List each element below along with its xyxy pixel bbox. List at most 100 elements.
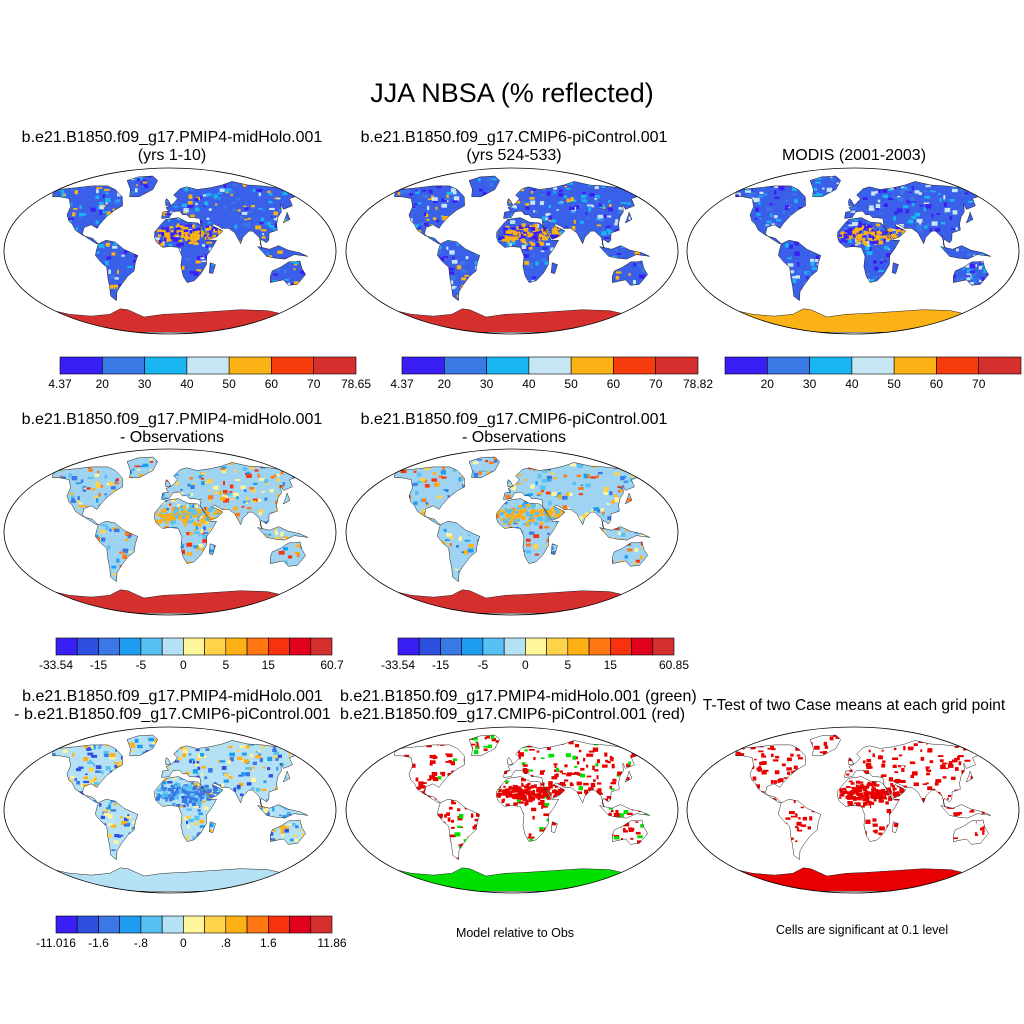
land-antarctica (41, 588, 294, 614)
colorbar-swatch (228, 356, 272, 375)
colorbar-swatch (161, 637, 184, 656)
colorbar-swatch (204, 915, 227, 934)
map-frame (3, 726, 337, 894)
panel-1-title-line2: (yrs 1-10) (137, 147, 207, 164)
panel-4-title: b.e21.B1850.f09_g17.PMIP4-midHolo.001 - … (2, 411, 342, 447)
map-frame (686, 167, 1020, 335)
colorbar-swatch (144, 356, 188, 375)
land-madagascar (551, 262, 558, 274)
colorbar-swatch (655, 356, 699, 375)
colorbar-swatch (204, 637, 227, 656)
map-svg (345, 167, 679, 335)
panel-3-title: MODIS (2001-2003) (684, 147, 1024, 165)
colorbar-tick-label: 70 (307, 377, 321, 391)
colorbar-swatch (461, 637, 484, 656)
colorbar-case-difference: -11.016 -1.6 -.8 0 .8 1.6 11.86 (36, 915, 352, 956)
map-svg (3, 726, 337, 894)
colorbar-tick-label: 30 (138, 377, 152, 391)
colorbar-tick-label: 4.37 (48, 377, 72, 391)
land-antarctica (41, 307, 294, 333)
colorbar-tick-label: 60 (265, 377, 279, 391)
colorbar-tick-label: -1.6 (88, 936, 109, 950)
main-title: JJA NBSA (% reflected) (370, 78, 654, 108)
land-samerica (95, 521, 138, 582)
colorbar-tick-label: 40 (845, 377, 859, 391)
colorbar-swatch (246, 915, 269, 934)
colorbar-tick-label: 1.6 (260, 936, 277, 950)
colorbar-swatch (809, 356, 853, 375)
land-eurasia (844, 181, 980, 249)
panel-5-title-line2: - Observations (461, 429, 567, 446)
colorbar-swatch (98, 915, 121, 934)
colorbar-swatch (289, 637, 312, 656)
panel-6-title-line2: - b.e21.B1850.f09_g17.CMIP6-piControl.00… (14, 706, 331, 723)
map-frame (345, 726, 679, 894)
land-antarctica (724, 307, 977, 333)
land-samerica (95, 240, 138, 301)
colorbar-swatch (525, 637, 547, 656)
land-greenland (469, 176, 500, 197)
colorbar-swatch (567, 637, 590, 656)
colorbar-swatch (140, 637, 163, 656)
colorbar-tick-label: 20 (96, 377, 110, 391)
colorbar-swatch (893, 356, 937, 375)
colorbar-swatch (55, 637, 78, 656)
land-indonesia (940, 804, 991, 819)
panel-7-title: b.e21.B1850.f09_g17.PMIP4-midHolo.001 (g… (340, 688, 697, 724)
panel-8-title: T-Test of two Case means at each grid po… (684, 697, 1024, 715)
colorbar-svg: -33.54 -15 -5 0 5 15 60.7 (39, 637, 344, 672)
map-panel-midholo (3, 167, 337, 335)
map-panel-modis (686, 167, 1020, 335)
land-antarctica (383, 866, 636, 892)
map-frame (345, 448, 679, 616)
land-namerica (394, 744, 465, 803)
colorbar-swatch (225, 637, 248, 656)
land-uk (165, 757, 171, 765)
map-frame (3, 448, 337, 616)
colorbar-swatch (59, 356, 103, 375)
panel-2-title-line1: b.e21.B1850.f09_g17.CMIP6-piControl.001 (360, 129, 668, 146)
colorbar-modis: 20 30 40 50 60 70 (705, 356, 1024, 397)
colorbar-swatch (271, 356, 314, 375)
colorbar-tick-label: .8 (221, 936, 231, 950)
land-namerica (735, 744, 806, 803)
panel-2-title-line2: (yrs 524-533) (466, 147, 562, 164)
land-australia (270, 260, 306, 286)
colorbar-tick-label: 70 (972, 377, 986, 391)
land-madagascar (892, 262, 899, 274)
panel-7-title-line1: b.e21.B1850.f09_g17.PMIP4-midHolo.001 (g… (340, 688, 697, 705)
map-panel-case-difference (3, 726, 337, 894)
land-indonesia (599, 245, 650, 260)
colorbar-swatch (503, 637, 526, 656)
colorbar-tick-label: -15 (90, 658, 108, 672)
colorbar-swatch (310, 637, 333, 656)
colorbar-tick-label: 0 (180, 936, 187, 950)
colorbar-tick-label: 70 (649, 377, 663, 391)
colorbar-tick-label: 40 (522, 377, 536, 391)
panel-4-title-line1: b.e21.B1850.f09_g17.PMIP4-midHolo.001 (21, 411, 323, 428)
colorbar-tick-label: 15 (604, 658, 618, 672)
colorbar-tick-label: 20 (761, 377, 775, 391)
colorbar-swatch (528, 356, 572, 375)
colorbar-tick-label: -5 (136, 658, 147, 672)
colorbar-swatch (268, 915, 290, 934)
map-panel-midholo-minus-obs (3, 448, 337, 616)
colorbar-swatch (268, 637, 290, 656)
colorbar-svg: 4.37 20 30 40 50 60 70 78.82 (390, 356, 713, 391)
colorbar-picontrol-diff: -33.54 -15 -5 0 5 15 60.85 (378, 637, 694, 678)
colorbar-tick-label: 30 (480, 377, 494, 391)
map-svg (686, 726, 1020, 894)
map-panel-ttest (686, 726, 1020, 894)
panel-4-title-line2: - Observations (119, 429, 225, 446)
colorbar-swatch (724, 356, 768, 375)
colorbar-swatch (55, 915, 78, 934)
panel-5-title: b.e21.B1850.f09_g17.CMIP6-piControl.001 … (344, 411, 684, 447)
map-svg (345, 448, 679, 616)
colorbar-swatch (310, 915, 333, 934)
colorbar-tick-label: 78.82 (683, 377, 713, 391)
map-svg (686, 167, 1020, 335)
land-antarctica (383, 307, 636, 333)
note-significance: Cells are significant at 0.1 level (775, 923, 949, 937)
colorbar-swatch (313, 356, 357, 375)
colorbar-swatch (76, 915, 99, 934)
